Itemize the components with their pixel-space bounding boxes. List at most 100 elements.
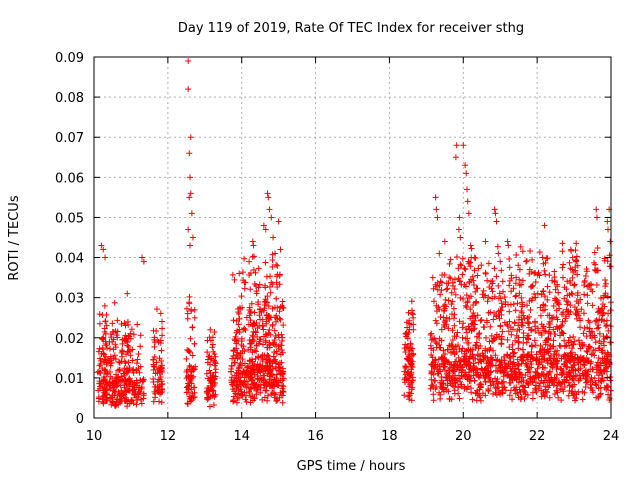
data-point bbox=[246, 357, 253, 364]
data-point bbox=[242, 326, 249, 333]
data-point bbox=[238, 335, 245, 342]
data-point bbox=[266, 206, 273, 213]
data-point bbox=[408, 321, 415, 328]
data-point bbox=[235, 365, 242, 372]
data-point bbox=[453, 333, 460, 340]
data-point bbox=[247, 384, 254, 391]
data-point bbox=[512, 307, 519, 314]
data-point bbox=[529, 354, 536, 361]
data-point bbox=[540, 390, 547, 397]
data-point bbox=[405, 353, 412, 360]
data-point bbox=[490, 381, 497, 388]
data-point bbox=[446, 260, 453, 267]
data-point bbox=[235, 321, 242, 328]
data-point bbox=[455, 275, 462, 282]
data-point bbox=[595, 354, 602, 361]
data-point bbox=[541, 293, 548, 300]
data-point bbox=[482, 347, 489, 354]
data-point bbox=[465, 371, 472, 378]
data-point bbox=[472, 288, 479, 295]
data-point bbox=[183, 368, 190, 375]
data-point bbox=[561, 284, 568, 291]
data-point bbox=[568, 388, 575, 395]
data-point bbox=[266, 326, 273, 333]
data-point bbox=[430, 397, 437, 404]
data-point bbox=[541, 222, 548, 229]
data-point bbox=[485, 294, 492, 301]
data-point bbox=[566, 368, 573, 375]
data-point bbox=[593, 382, 600, 389]
data-point bbox=[513, 375, 520, 382]
data-point bbox=[574, 289, 581, 296]
data-point bbox=[430, 285, 437, 292]
data-point bbox=[515, 366, 522, 373]
data-point bbox=[474, 333, 481, 340]
y-tick-label: 0.06 bbox=[55, 171, 84, 186]
data-point bbox=[272, 358, 279, 365]
data-point bbox=[265, 368, 272, 375]
data-point bbox=[111, 299, 118, 306]
data-point bbox=[484, 319, 491, 326]
data-point bbox=[484, 298, 491, 305]
data-point bbox=[485, 260, 492, 267]
data-point bbox=[560, 261, 567, 268]
data-point bbox=[254, 325, 261, 332]
data-point bbox=[569, 266, 576, 273]
data-point bbox=[581, 291, 588, 298]
data-point bbox=[544, 312, 551, 319]
data-point bbox=[262, 296, 269, 303]
data-point bbox=[447, 349, 454, 356]
data-point bbox=[438, 279, 445, 286]
y-tick-label: 0 bbox=[76, 412, 84, 427]
data-point bbox=[462, 357, 469, 364]
data-point bbox=[599, 347, 606, 354]
data-point bbox=[140, 258, 147, 265]
data-point bbox=[95, 368, 102, 375]
data-point bbox=[471, 267, 478, 274]
y-tick-label: 0.08 bbox=[55, 91, 84, 106]
data-point bbox=[452, 154, 459, 161]
data-point bbox=[268, 214, 275, 221]
data-point bbox=[100, 334, 107, 341]
data-point bbox=[512, 369, 519, 376]
data-point bbox=[498, 307, 505, 314]
data-point bbox=[230, 398, 237, 405]
data-point bbox=[596, 337, 603, 344]
data-point bbox=[565, 379, 572, 386]
data-point bbox=[429, 382, 436, 389]
data-point bbox=[277, 342, 284, 349]
data-point bbox=[464, 383, 471, 390]
data-point bbox=[518, 322, 525, 329]
data-point bbox=[558, 366, 565, 373]
data-point bbox=[212, 391, 219, 398]
data-point bbox=[499, 379, 506, 386]
data-point bbox=[604, 258, 611, 265]
data-point bbox=[565, 392, 572, 399]
data-point bbox=[158, 347, 165, 354]
data-point bbox=[276, 308, 283, 315]
data-point bbox=[542, 341, 549, 348]
data-point bbox=[492, 367, 499, 374]
data-point bbox=[267, 283, 274, 290]
data-point bbox=[126, 379, 133, 386]
x-tick-label: 14 bbox=[233, 429, 250, 444]
data-point bbox=[119, 353, 126, 360]
data-point bbox=[504, 372, 511, 379]
data-point bbox=[462, 335, 469, 342]
data-point bbox=[264, 190, 271, 197]
data-point bbox=[250, 328, 257, 335]
data-point bbox=[112, 341, 119, 348]
data-point bbox=[460, 142, 467, 149]
data-point bbox=[236, 364, 243, 371]
data-point bbox=[211, 329, 218, 336]
data-point bbox=[438, 383, 445, 390]
data-point bbox=[190, 373, 197, 380]
data-point bbox=[279, 399, 286, 406]
data-point bbox=[150, 398, 157, 405]
data-point bbox=[228, 366, 235, 373]
data-point bbox=[589, 387, 596, 394]
data-point bbox=[551, 277, 558, 284]
data-point bbox=[263, 311, 270, 318]
data-point bbox=[525, 319, 532, 326]
data-point bbox=[154, 387, 161, 394]
